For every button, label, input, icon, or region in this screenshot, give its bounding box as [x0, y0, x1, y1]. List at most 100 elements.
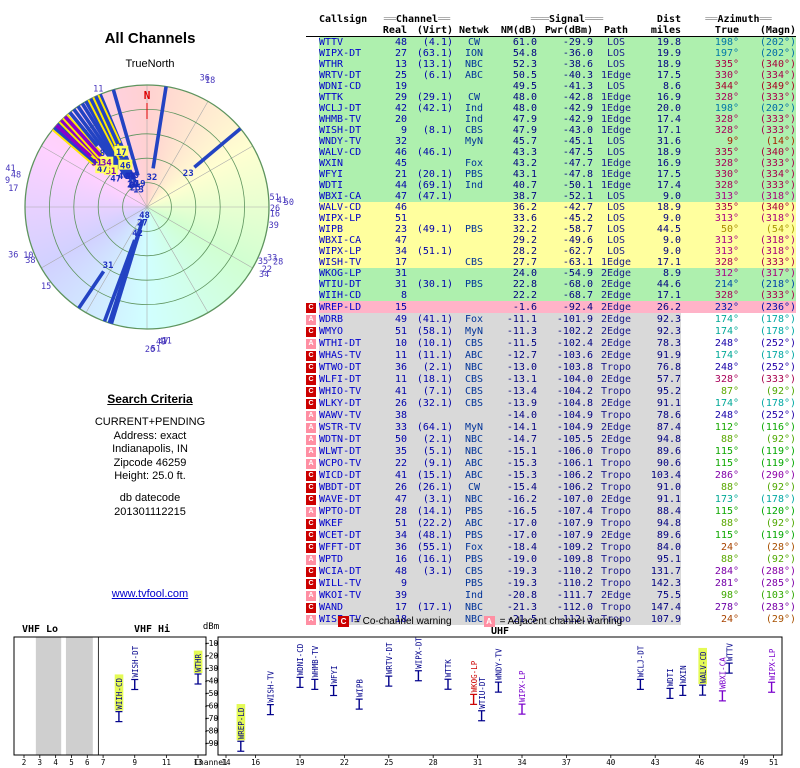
- callsign-link[interactable]: WNDY-TV: [319, 136, 381, 147]
- station-marker: WNDY-TV: [495, 648, 504, 693]
- callsign-link[interactable]: WIPX-LP: [319, 246, 381, 257]
- callsign-link[interactable]: WPTD: [319, 553, 381, 565]
- callsign-link[interactable]: WDTI: [319, 180, 381, 191]
- callsign-link[interactable]: WFFT-DT: [319, 541, 381, 553]
- svg-text:-50: -50: [204, 689, 219, 698]
- callsign-link[interactable]: WDNI-CD: [319, 81, 381, 92]
- callsign-link[interactable]: WTHR: [319, 59, 381, 70]
- signal-power: -42.9: [537, 103, 593, 114]
- callsign-link[interactable]: WRTV-DT: [319, 70, 381, 81]
- network: [453, 202, 495, 213]
- callsign-link[interactable]: WTWO-DT: [319, 361, 381, 373]
- noise-margin: 28.2: [495, 246, 537, 257]
- unused-band: [65, 637, 93, 755]
- callsign-link[interactable]: WLKY-DT: [319, 397, 381, 409]
- callsign-link[interactable]: WILL-TV: [319, 577, 381, 589]
- callsign-link[interactable]: WHMB-TV: [319, 114, 381, 125]
- callsign-link[interactable]: WLFI-DT: [319, 373, 381, 385]
- callsign-link[interactable]: WKEF: [319, 517, 381, 529]
- azimuth-magnetic: (103°): [759, 589, 797, 601]
- azimuth-magnetic: (283°): [759, 601, 797, 613]
- real-channel: 35: [381, 445, 407, 457]
- station-row: WRTV-DT 25 (6.1) ABC 50.5 -40.3 1Edge 17.5 330°(…: [306, 70, 797, 81]
- callsign-link[interactable]: WBXI-CA: [319, 235, 381, 246]
- callsign-link[interactable]: WXIN: [319, 158, 381, 169]
- callsign-link[interactable]: WBDT-DT: [319, 481, 381, 493]
- callsign-link[interactable]: WTHI-DT: [319, 337, 381, 349]
- warn-cell: [306, 235, 319, 246]
- callsign-link[interactable]: WALV-CD: [319, 147, 381, 158]
- virtual-channel: [407, 213, 453, 224]
- callsign-link[interactable]: WBXI-CA: [319, 191, 381, 202]
- callsign-link[interactable]: WAVE-DT: [319, 493, 381, 505]
- callsign-link[interactable]: WIPX-DT: [319, 48, 381, 59]
- signal-path: LOS: [593, 235, 640, 246]
- callsign-link[interactable]: WALV-CD: [319, 202, 381, 213]
- tvfool-link[interactable]: www.tvfool.com: [111, 588, 189, 600]
- callsign-link[interactable]: WHAS-TV: [319, 349, 381, 361]
- svg-text:9: 9: [129, 181, 134, 191]
- radar-bar: [151, 86, 168, 169]
- callsign-link[interactable]: WIPB: [319, 224, 381, 235]
- svg-text:41: 41: [277, 196, 287, 206]
- warn-cell: [306, 81, 319, 92]
- callsign-link[interactable]: WTTV: [319, 36, 381, 48]
- callsign-link[interactable]: WCPO-TV: [319, 457, 381, 469]
- header-dash: ══: [705, 14, 718, 25]
- svg-text:25: 25: [384, 758, 393, 767]
- virtual-channel: (6.1): [407, 70, 453, 81]
- callsign-link[interactable]: WCIA-DT: [319, 565, 381, 577]
- callsign-link[interactable]: WFYI: [319, 169, 381, 180]
- callsign-link[interactable]: WTTK: [319, 92, 381, 103]
- network: [453, 268, 495, 279]
- svg-text:26: 26: [145, 345, 155, 355]
- callsign-link[interactable]: WTIU-DT: [319, 279, 381, 290]
- callsign-link[interactable]: WCET-DT: [319, 529, 381, 541]
- callsign-link[interactable]: WREP-LD: [319, 301, 381, 313]
- warn-cell: A: [306, 433, 319, 445]
- real-channel: 27: [381, 48, 407, 59]
- svg-text:35: 35: [258, 257, 268, 267]
- signal-power: -42.9: [537, 114, 593, 125]
- station-callsign-label: WISH-DT: [131, 645, 140, 677]
- network: Ind: [453, 103, 495, 114]
- callsign-link[interactable]: WIPX-LP: [319, 213, 381, 224]
- station-row: WNDY-TV 32 MyN 45.7 -45.1 LOS 31.6 9° (14°): [306, 136, 797, 147]
- noise-margin: 27.7: [495, 257, 537, 268]
- azimuth-true: 115°: [714, 445, 740, 457]
- callsign-link[interactable]: WLWT-DT: [319, 445, 381, 457]
- callsign-link[interactable]: WDRB: [319, 313, 381, 325]
- co-channel-warning-icon: C: [306, 579, 316, 589]
- station-row: A WCPO-TV 22 (9.1) ABC -15.3 -106.1 Tropo 90.6 11…: [306, 457, 796, 469]
- station-callsign-label: WIPX-DT: [415, 637, 424, 669]
- channel-group-label: Channel: [395, 14, 439, 25]
- azimuth-magnetic: (290°): [759, 469, 797, 481]
- callsign-link[interactable]: WICD-DT: [319, 469, 381, 481]
- virtual-channel: (16.1): [407, 553, 453, 565]
- callsign-link[interactable]: WIIH-CD: [319, 290, 381, 301]
- co-channel-warning-icon: C: [306, 399, 316, 409]
- callsign-link[interactable]: WCLJ-DT: [319, 103, 381, 114]
- azimuth-group-header: ══Azimuth══: [681, 14, 796, 25]
- callsign-link[interactable]: WISH-TV: [319, 257, 381, 268]
- callsign-link[interactable]: WAND: [319, 601, 381, 613]
- callsign-link[interactable]: WKOI-TV: [319, 589, 381, 601]
- signal-path: LOS: [593, 136, 640, 147]
- virtual-channel: [407, 268, 453, 279]
- signal-path: 1Edge: [593, 180, 640, 191]
- distance-miles: 18.9: [639, 59, 682, 70]
- callsign-link[interactable]: WPTO-DT: [319, 505, 381, 517]
- signal-power: -101.9: [537, 313, 593, 325]
- callsign-link[interactable]: WISH-DT: [319, 125, 381, 136]
- callsign-link[interactable]: WMYO: [319, 325, 381, 337]
- callsign-link[interactable]: WKOG-LP: [319, 268, 381, 279]
- callsign-link[interactable]: WDTN-DT: [319, 433, 381, 445]
- callsign-link[interactable]: WAWV-TV: [319, 409, 381, 421]
- callsign-link[interactable]: WHIO-TV: [319, 385, 381, 397]
- signal-power: -102.4: [537, 337, 593, 349]
- station-callsign-label: WIPX-LP: [518, 670, 527, 702]
- callsign-link[interactable]: WSTR-TV: [319, 421, 381, 433]
- station-marker: WCLJ-DT: [637, 645, 646, 690]
- station-row: WTIU-DT 31 (30.1) PBS 22.8 -68.0 2Edge 44.6 214°…: [306, 279, 797, 290]
- azimuth-true: 281°: [714, 577, 740, 589]
